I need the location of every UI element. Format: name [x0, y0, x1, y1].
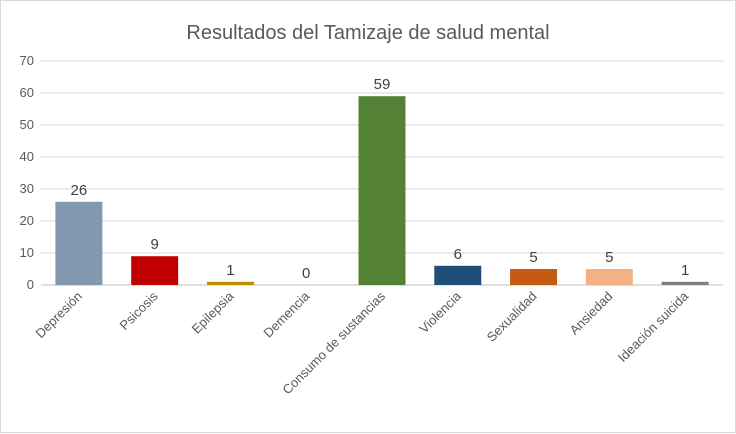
bar	[661, 281, 709, 285]
y-tick-label: 40	[20, 149, 34, 164]
x-category-label: Violencia	[416, 288, 464, 336]
bar	[585, 269, 633, 285]
data-label: 1	[226, 262, 234, 279]
y-tick-label: 30	[20, 181, 34, 196]
x-category-label: Psicosis	[116, 288, 161, 333]
y-tick-label: 10	[20, 245, 34, 260]
y-tick-label: 50	[20, 117, 34, 132]
data-labels: 26 9 1 0 59 6 5 5 1	[71, 76, 690, 282]
x-category-label: Ansiedad	[567, 289, 616, 338]
bar	[55, 201, 103, 285]
x-category-label: Sexualidad	[484, 289, 540, 345]
bar	[510, 269, 558, 285]
data-label: 5	[529, 249, 537, 266]
bar	[358, 96, 406, 285]
y-axis-ticks: 0 10 20 30 40 50 60 70	[20, 53, 34, 292]
data-label: 6	[454, 246, 462, 263]
x-axis-categories: Depresión Psicosis Epilepsia DemenciaConsum…	[32, 288, 691, 397]
bar	[206, 281, 254, 285]
x-category-label: Epilepsia	[189, 288, 237, 336]
data-label: 26	[71, 182, 88, 199]
bars	[55, 96, 709, 285]
data-label: 9	[150, 236, 158, 253]
chart-title: Resultados del Tamizaje de salud mental	[186, 22, 549, 44]
bar	[434, 265, 482, 285]
bar	[131, 256, 179, 285]
y-tick-label: 0	[27, 277, 34, 292]
x-category-label: Ideación suicida	[615, 288, 692, 365]
x-category-label: Depresión	[32, 289, 85, 342]
data-label: 5	[605, 249, 613, 266]
data-label: 1	[681, 262, 689, 279]
data-label: 0	[302, 265, 310, 282]
x-category-label: Demencia	[260, 288, 313, 341]
y-tick-label: 60	[20, 85, 34, 100]
y-tick-label: 20	[20, 213, 34, 228]
data-label: 59	[374, 76, 391, 93]
y-tick-label: 70	[20, 53, 34, 68]
